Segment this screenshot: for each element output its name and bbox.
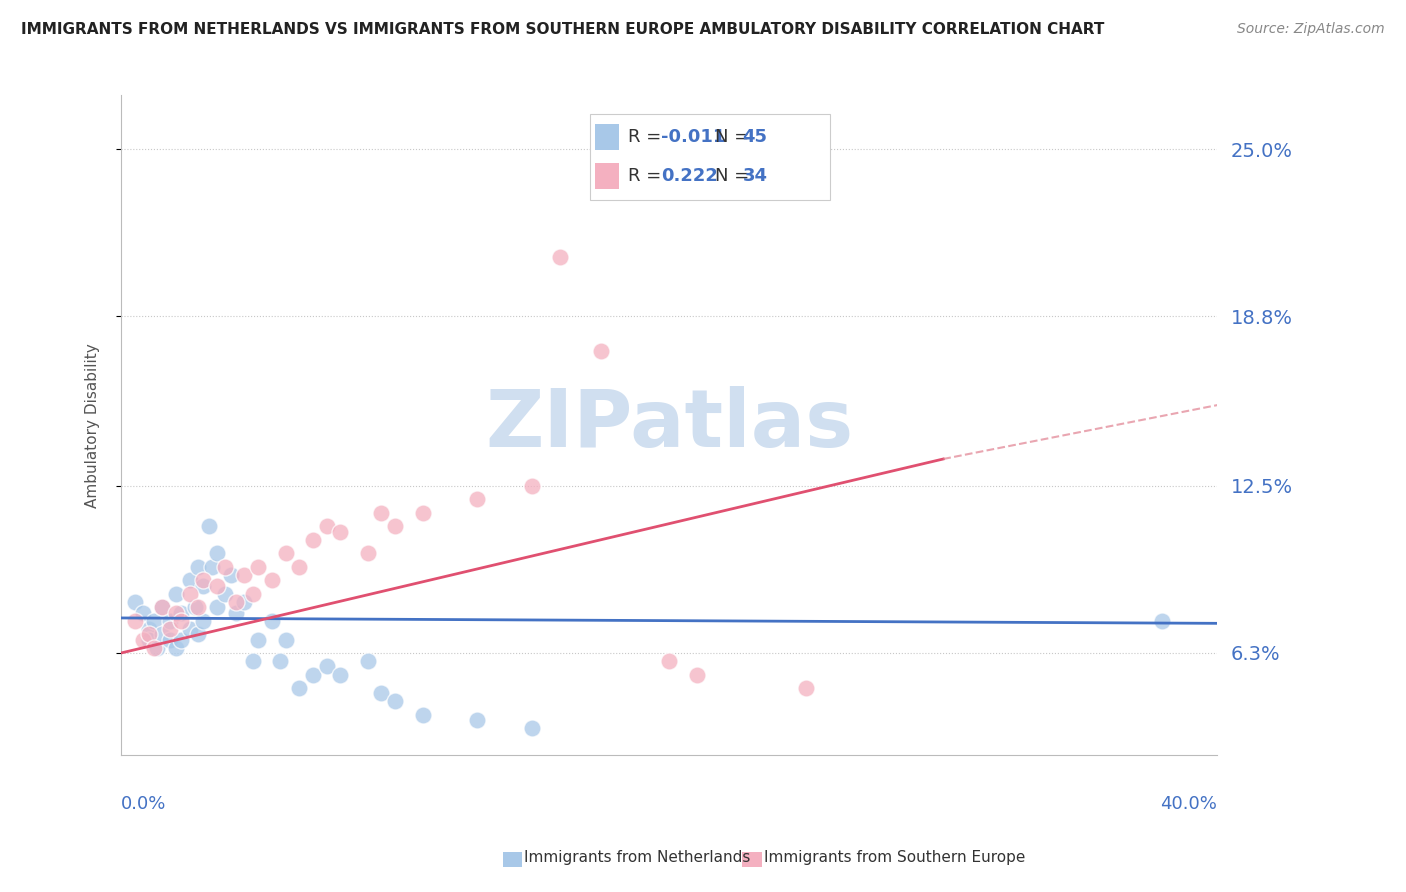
- Point: [467, 714, 489, 728]
- Point: [138, 627, 160, 641]
- Point: [225, 595, 247, 609]
- Text: Immigrants from Southern Europe: Immigrants from Southern Europe: [765, 850, 1025, 864]
- Point: [200, 559, 222, 574]
- Point: [214, 559, 236, 574]
- Point: [467, 492, 489, 507]
- Point: [198, 519, 221, 533]
- Point: [357, 654, 380, 668]
- Point: [132, 632, 155, 647]
- Text: N =: N =: [716, 128, 755, 146]
- Point: [179, 622, 201, 636]
- Point: [193, 579, 215, 593]
- Point: [242, 587, 264, 601]
- Point: [124, 614, 146, 628]
- Point: [170, 614, 193, 628]
- Point: [138, 632, 160, 647]
- Point: [165, 640, 187, 655]
- Point: [159, 632, 181, 647]
- Text: 34: 34: [742, 168, 768, 186]
- Point: [132, 606, 155, 620]
- Point: [412, 506, 434, 520]
- Point: [165, 587, 187, 601]
- Point: [193, 573, 215, 587]
- Point: [214, 587, 236, 601]
- Point: [165, 606, 187, 620]
- Point: [1152, 614, 1174, 628]
- Point: [205, 600, 228, 615]
- Text: R =: R =: [628, 168, 666, 186]
- Text: Immigrants from Netherlands: Immigrants from Netherlands: [524, 850, 751, 864]
- Point: [170, 632, 193, 647]
- Text: 0.0%: 0.0%: [121, 795, 166, 813]
- Point: [260, 614, 283, 628]
- Point: [329, 524, 352, 539]
- Point: [143, 640, 166, 655]
- Point: [225, 606, 247, 620]
- Text: 0.222: 0.222: [661, 168, 717, 186]
- Text: Source: ZipAtlas.com: Source: ZipAtlas.com: [1237, 22, 1385, 37]
- Point: [370, 686, 392, 700]
- Point: [522, 722, 544, 736]
- Point: [205, 546, 228, 560]
- Text: 40.0%: 40.0%: [1160, 795, 1218, 813]
- Text: 45: 45: [742, 128, 768, 146]
- Point: [179, 573, 201, 587]
- Point: [150, 627, 173, 641]
- Point: [522, 479, 544, 493]
- Point: [269, 654, 291, 668]
- Text: -0.011: -0.011: [661, 128, 725, 146]
- Point: [384, 519, 406, 533]
- Point: [288, 681, 311, 695]
- Point: [315, 659, 337, 673]
- Point: [658, 654, 681, 668]
- Point: [233, 567, 256, 582]
- Point: [124, 595, 146, 609]
- Text: ZIPatlas: ZIPatlas: [485, 386, 853, 465]
- Y-axis label: Ambulatory Disability: Ambulatory Disability: [86, 343, 100, 508]
- Point: [247, 559, 270, 574]
- Point: [193, 614, 215, 628]
- Point: [145, 640, 167, 655]
- Point: [794, 681, 817, 695]
- Point: [685, 667, 707, 681]
- Point: [138, 622, 160, 636]
- Point: [274, 632, 297, 647]
- Point: [187, 559, 209, 574]
- Point: [184, 600, 207, 615]
- Point: [288, 559, 311, 574]
- Text: R =: R =: [628, 128, 666, 146]
- Point: [370, 506, 392, 520]
- Point: [179, 587, 201, 601]
- Point: [242, 654, 264, 668]
- Point: [357, 546, 380, 560]
- Point: [302, 533, 325, 547]
- Point: [159, 614, 181, 628]
- Point: [187, 627, 209, 641]
- Point: [170, 606, 193, 620]
- Point: [315, 519, 337, 533]
- Point: [302, 667, 325, 681]
- Text: N =: N =: [716, 168, 755, 186]
- Point: [260, 573, 283, 587]
- Point: [233, 595, 256, 609]
- Point: [412, 707, 434, 722]
- Point: [384, 694, 406, 708]
- Point: [329, 667, 352, 681]
- Point: [589, 344, 612, 359]
- Point: [143, 614, 166, 628]
- Point: [150, 600, 173, 615]
- Point: [187, 600, 209, 615]
- Point: [548, 250, 571, 264]
- Point: [219, 567, 242, 582]
- Point: [274, 546, 297, 560]
- Point: [205, 579, 228, 593]
- Point: [247, 632, 270, 647]
- Text: IMMIGRANTS FROM NETHERLANDS VS IMMIGRANTS FROM SOUTHERN EUROPE AMBULATORY DISABI: IMMIGRANTS FROM NETHERLANDS VS IMMIGRANT…: [21, 22, 1105, 37]
- Point: [150, 600, 173, 615]
- Point: [159, 622, 181, 636]
